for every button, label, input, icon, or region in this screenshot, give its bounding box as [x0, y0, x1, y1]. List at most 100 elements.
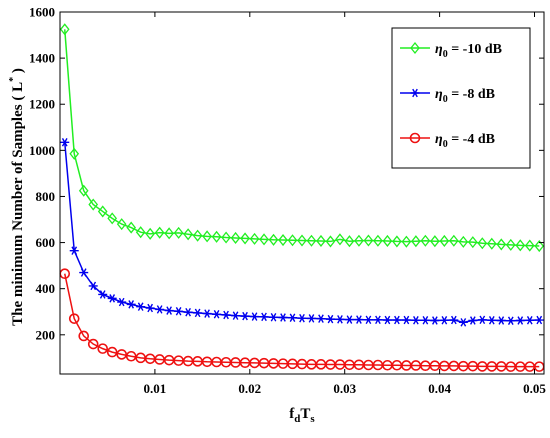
- legend-item-1: η0 = -8 dB: [400, 87, 495, 105]
- x-axis-label: fdTs: [289, 406, 315, 425]
- data-point: [278, 313, 288, 322]
- data-point: [316, 234, 326, 247]
- data-point: [468, 316, 478, 325]
- x-tick-label: 0.02: [238, 381, 261, 396]
- legend-marker: [410, 88, 420, 98]
- x-tick-label: 0.04: [428, 381, 451, 396]
- data-point: [117, 297, 127, 307]
- data-point: [145, 303, 155, 313]
- data-point: [477, 315, 487, 325]
- data-point: [231, 311, 241, 320]
- legend-item-2: η0 = -4 dB: [400, 132, 495, 150]
- data-point: [335, 233, 345, 246]
- data-point: [458, 318, 468, 327]
- data-point: [78, 184, 89, 197]
- data-point: [411, 235, 421, 248]
- data-point: [515, 316, 525, 325]
- data-point: [193, 308, 203, 318]
- data-point: [136, 302, 146, 311]
- data-point: [97, 343, 109, 354]
- data-point: [60, 138, 70, 147]
- legend-label: η0 = -8 dB: [435, 87, 495, 105]
- data-point: [382, 315, 392, 325]
- data-point: [401, 235, 412, 248]
- data-point: [97, 205, 108, 218]
- x-tick-label: 0.01: [144, 381, 167, 396]
- y-tick-label: 1400: [29, 51, 55, 66]
- data-point: [392, 315, 402, 325]
- data-point: [335, 315, 345, 324]
- data-point: [212, 310, 222, 319]
- data-point: [278, 233, 288, 247]
- data-point: [515, 239, 526, 252]
- data-point: [430, 316, 440, 325]
- legend-label: η0 = -10 dB: [435, 42, 502, 60]
- data-point: [135, 226, 146, 239]
- data-point: [154, 226, 165, 239]
- data-point: [496, 238, 507, 251]
- data-point: [458, 235, 469, 248]
- data-point: [116, 349, 127, 360]
- data-point: [174, 307, 184, 316]
- data-point: [439, 234, 450, 247]
- data-point: [373, 315, 383, 325]
- data-point: [534, 315, 544, 325]
- data-point: [69, 147, 80, 160]
- data-point: [79, 268, 89, 277]
- data-point: [68, 313, 80, 324]
- y-tick-label: 1600: [29, 5, 55, 20]
- data-point: [145, 227, 155, 240]
- data-point: [116, 218, 127, 231]
- data-point: [78, 330, 90, 342]
- data-point: [221, 231, 231, 244]
- data-point: [240, 311, 250, 321]
- data-point: [202, 309, 212, 318]
- data-point: [344, 235, 355, 248]
- data-point: [164, 227, 174, 240]
- data-point: [230, 231, 241, 245]
- data-point: [59, 23, 70, 36]
- data-point: [411, 316, 421, 325]
- data-point: [363, 234, 374, 247]
- data-point: [363, 315, 373, 325]
- data-point: [487, 316, 497, 325]
- data-point: [88, 281, 98, 291]
- data-point: [306, 314, 316, 323]
- data-point: [439, 316, 449, 325]
- legend-item-0: η0 = -10 dB: [400, 41, 502, 60]
- data-point: [401, 315, 411, 325]
- data-point: [297, 234, 307, 247]
- data-point: [259, 312, 269, 322]
- data-point: [449, 315, 459, 325]
- data-point: [107, 212, 118, 225]
- plot-frame: [59, 11, 545, 375]
- y-axis-label: The minimum Number of Samples ( L* ): [8, 68, 26, 326]
- data-point: [88, 198, 99, 211]
- data-point: [249, 232, 260, 245]
- data-point: [382, 234, 393, 247]
- series-0: [59, 23, 545, 253]
- data-point: [354, 315, 364, 324]
- data-point: [449, 234, 459, 247]
- data-point: [373, 234, 383, 247]
- series-2: [59, 268, 545, 372]
- data-point: [269, 313, 279, 322]
- series-1: [60, 138, 544, 327]
- data-point: [306, 234, 317, 247]
- legend-label: η0 = -4 dB: [435, 132, 495, 150]
- x-tick-label: 0.03: [333, 381, 356, 396]
- y-tick-label: 600: [36, 235, 56, 250]
- data-point: [69, 246, 79, 255]
- y-tick-label: 400: [36, 281, 56, 296]
- x-tick-label: 0.05: [523, 381, 546, 396]
- data-point: [183, 228, 193, 241]
- data-point: [392, 235, 402, 248]
- data-point: [430, 235, 440, 248]
- data-point: [250, 312, 260, 321]
- data-point: [211, 230, 222, 243]
- data-point: [297, 313, 307, 323]
- data-point: [126, 221, 137, 234]
- legend-marker: [410, 41, 420, 55]
- legend-marker: [409, 132, 421, 144]
